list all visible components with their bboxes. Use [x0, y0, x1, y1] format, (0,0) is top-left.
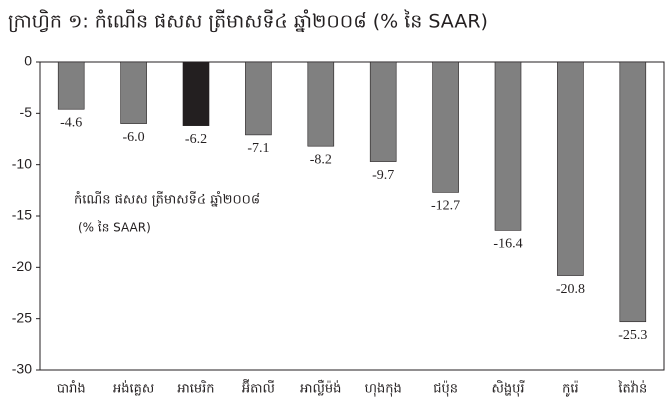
chart-title: ក្រាហ្វិក ១: កំណើន ផសស ត្រីមាសទី៤ ឆ្នាំ២… — [8, 9, 488, 33]
y-tick-label: -15 — [12, 207, 32, 223]
bar — [120, 61, 147, 124]
value-label: -8.2 — [310, 152, 332, 167]
value-label: -4.6 — [60, 115, 82, 130]
y-tick-label: -10 — [12, 155, 32, 171]
x-tick-label: អង់គ្លេស — [113, 380, 154, 397]
annotation: (% នៃ SAAR) — [78, 220, 151, 235]
bar — [307, 61, 335, 147]
bar — [494, 61, 522, 231]
y-tick-label: -25 — [12, 309, 32, 325]
bar — [369, 61, 397, 162]
value-label: -6.0 — [123, 130, 145, 145]
value-label: -9.7 — [372, 168, 394, 183]
value-label: -6.2 — [185, 132, 207, 147]
bar — [57, 61, 85, 110]
y-tick-label: -20 — [12, 258, 32, 274]
x-tick-label: សិង្ហបុរី — [491, 380, 524, 398]
value-label: -12.7 — [431, 199, 460, 214]
x-tick-label: កូរ៉េ — [562, 380, 579, 398]
y-tick-label: -5 — [20, 104, 33, 120]
bar — [182, 61, 210, 126]
x-tick-label: អាមេរិក — [177, 380, 214, 397]
value-label: -7.1 — [247, 141, 269, 156]
y-tick-label: -30 — [12, 361, 32, 377]
x-tick-label: បារាំង — [57, 380, 86, 397]
value-label: -25.3 — [618, 328, 647, 343]
bar — [619, 61, 647, 323]
x-tick-label: អ៊ីតាលី — [242, 379, 275, 397]
value-label: -20.8 — [556, 282, 585, 297]
annotation: កំណើន ផសស ត្រីមាសទី៤ ឆ្នាំ២០០៨ — [74, 191, 260, 208]
x-tick-label: អាល្លឺម៉ង់ — [300, 380, 341, 397]
x-tick-label: តៃវ៉ាន់ — [617, 380, 647, 397]
bar — [432, 61, 459, 193]
y-tick-label: 0 — [24, 53, 32, 69]
x-tick-label: ជប៉ុន — [433, 380, 458, 398]
bar — [557, 61, 584, 276]
x-tick-label: ហុងកុង — [365, 382, 402, 398]
value-label: -16.4 — [493, 237, 522, 252]
bar — [245, 61, 272, 136]
